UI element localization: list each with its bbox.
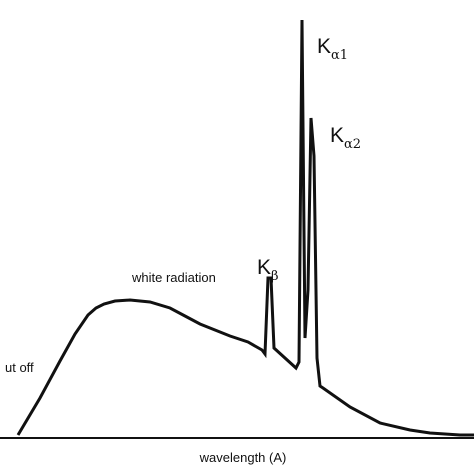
annotation-k-beta-main: K [257,256,271,279]
annotation-cut-off: ut off [5,360,34,375]
x-axis-label: wavelength (A) [199,450,287,465]
annotation-k-alpha2-main: K [330,124,344,147]
annotation-k-alpha1: Kα1 [317,35,348,63]
spectrum-line-0 [16,19,474,437]
annotation-k-alpha2-sub: α2 [344,137,361,152]
annotation-k-alpha1-sub: α1 [331,48,348,63]
annotation-k-alpha1-main: K [317,35,331,58]
series-layer [16,19,474,437]
annotation-k-alpha2: Kα2 [330,124,361,152]
annotation-k-beta-sub: β [271,269,279,284]
annotation-white-radiation: white radiation [131,270,216,285]
annotation-k-beta: Kβ [257,256,279,284]
